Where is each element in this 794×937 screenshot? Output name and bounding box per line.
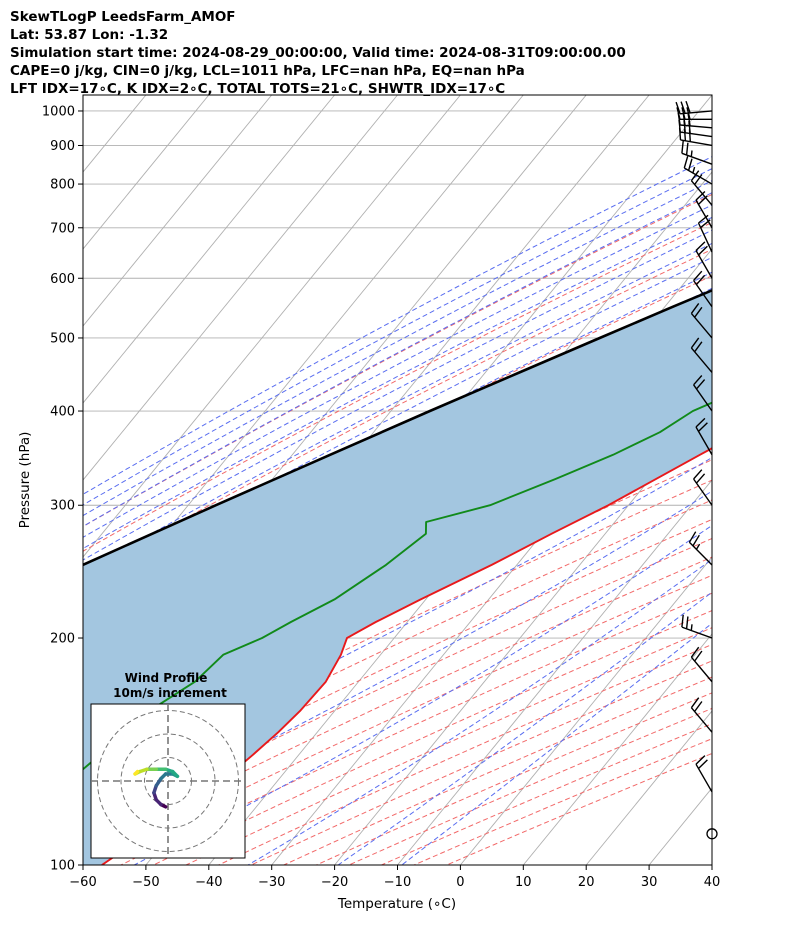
wind-barb	[690, 646, 713, 683]
x-axis-ticks: −60 −50 −40 −30 −20 −10 0 10 20 30 40	[69, 865, 720, 890]
wind-barb	[695, 755, 713, 793]
isotherm	[522, 633, 712, 865]
location-line: Lat: 53.87 Lon: -1.32	[10, 27, 169, 43]
wind-barb	[693, 270, 713, 308]
wind-barb	[695, 417, 713, 456]
isotherm	[648, 787, 712, 865]
wind-barb	[681, 614, 713, 639]
x-tick-label: −40	[195, 875, 222, 890]
y-tick-label: 300	[50, 499, 75, 514]
isotherm	[83, 95, 273, 327]
dewpoint-line	[83, 401, 712, 771]
x-tick-label: −50	[132, 875, 159, 890]
x-tick-label: −30	[258, 875, 285, 890]
y-tick-label: 400	[50, 405, 75, 420]
y-tick-label: 700	[50, 221, 75, 236]
x-tick-label: 40	[704, 875, 721, 890]
moist-adiabat	[83, 456, 712, 791]
x-tick-label: 30	[641, 875, 658, 890]
time-line: Simulation start time: 2024-08-29_00:00:…	[10, 45, 626, 61]
y-tick-label: 1000	[42, 104, 75, 119]
chart-title: SkewTLogP LeedsFarm_AMOF	[10, 9, 236, 25]
dry-adiabat	[83, 193, 712, 528]
temperature-line	[101, 447, 712, 865]
y-axis-ticks: 100 200 300 400 500 600 700 800 900 1000	[42, 104, 83, 874]
isotherm	[397, 479, 712, 865]
y-tick-label: 600	[50, 272, 75, 287]
wind-barb	[690, 337, 713, 373]
y-tick-label: 900	[50, 139, 75, 154]
moist-adiabat	[83, 192, 712, 527]
wind-barb-calm	[706, 828, 718, 840]
wind-barb	[678, 119, 713, 138]
wind-barb	[693, 469, 713, 506]
moist-adiabat	[83, 156, 712, 495]
wind-barb	[693, 375, 713, 412]
isotherm	[83, 95, 335, 404]
hodograph-trace-segment	[133, 769, 140, 776]
wind-barb	[683, 156, 713, 185]
index-line: LFT IDX=17∘C, K IDX=2∘C, TOTAL TOTS=21∘C…	[10, 81, 506, 97]
x-tick-label: −20	[321, 875, 348, 890]
y-tick-label: 200	[50, 632, 75, 647]
x-axis-label: Temperature (∘C)	[337, 896, 456, 912]
y-tick-label: 500	[50, 331, 75, 346]
wind-barb	[675, 100, 713, 115]
cape-line: CAPE=0 j/kg, CIN=0 j/kg, LCL=1011 hPa, L…	[10, 63, 525, 79]
dry-adiabat	[83, 518, 712, 818]
parcel-profile-line	[83, 288, 712, 567]
hodograph-subtitle: 10m/s increment	[113, 686, 227, 700]
isotherm	[83, 95, 524, 635]
isotherm	[83, 95, 210, 250]
wind-barb	[690, 302, 713, 339]
moist-adiabat	[83, 168, 712, 506]
wind-barb	[697, 214, 713, 253]
isotherm	[711, 864, 712, 865]
wind-barb	[690, 170, 713, 206]
dry-adiabat	[83, 537, 712, 835]
moist-adiabat	[83, 229, 712, 561]
y-tick-label: 100	[50, 859, 75, 874]
x-tick-label: −10	[384, 875, 411, 890]
x-tick-label: 20	[578, 875, 595, 890]
isotherm	[585, 710, 712, 865]
wind-barb	[695, 241, 713, 279]
wind-barb	[695, 190, 713, 229]
dry-adiabat	[83, 221, 712, 552]
x-tick-label: 0	[456, 875, 464, 890]
wind-barb	[688, 531, 713, 566]
moist-adiabat	[134, 524, 712, 865]
moist-adiabat	[83, 180, 712, 517]
wind-barb	[677, 112, 713, 129]
chart-header: SkewTLogP LeedsFarm_AMOF Lat: 53.87 Lon:…	[10, 8, 626, 98]
isotherm	[83, 95, 398, 481]
isotherm	[83, 95, 84, 96]
wind-barb	[690, 697, 713, 733]
moist-adiabat	[83, 216, 712, 550]
moist-adiabat	[83, 242, 712, 573]
dry-adiabat	[83, 499, 712, 801]
y-axis-label: Pressure (hPa)	[17, 432, 33, 529]
hodograph-title: Wind Profile	[125, 671, 208, 685]
wind-barb	[678, 127, 713, 147]
isotherm	[460, 556, 712, 865]
wind-barb	[681, 140, 713, 165]
mixing-ratio-lines	[733, 95, 794, 278]
x-tick-label: 10	[515, 875, 532, 890]
x-tick-label: −60	[69, 875, 96, 890]
moist-adiabat	[83, 204, 712, 538]
mixing-ratio-line	[733, 95, 794, 278]
y-tick-label: 800	[50, 178, 75, 193]
hodograph-inset: Wind Profile 10m/s increment	[90, 671, 246, 859]
wind-barbs	[675, 100, 718, 840]
